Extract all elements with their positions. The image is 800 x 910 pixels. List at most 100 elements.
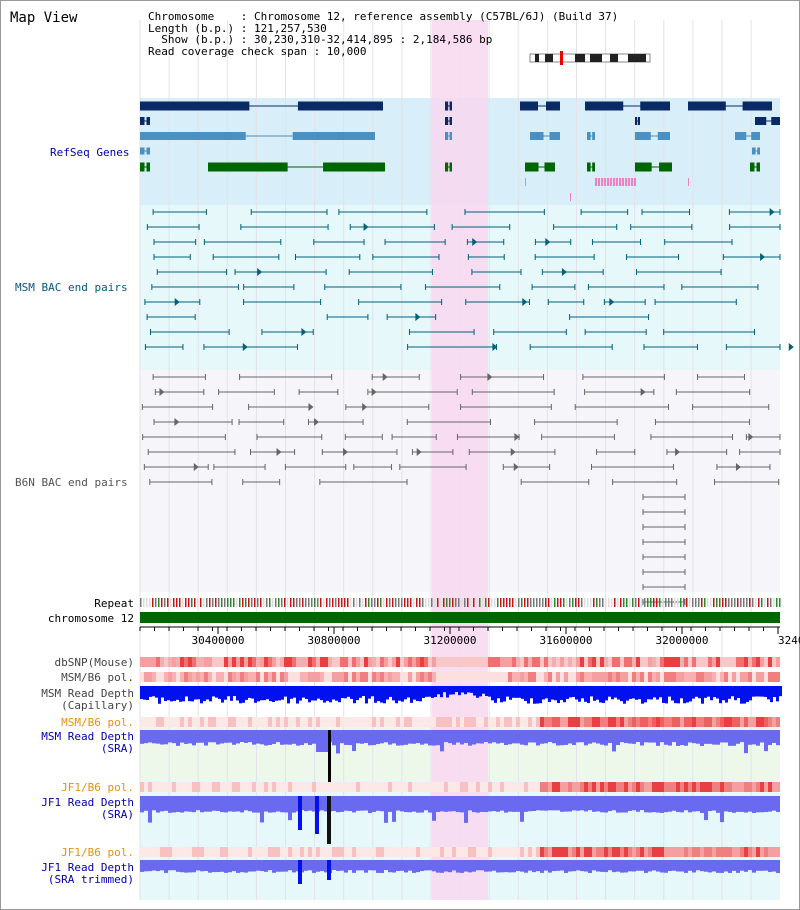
depth-bar-jf1-trimmed bbox=[512, 860, 516, 873]
depth-bar-jf1-trimmed bbox=[720, 860, 724, 873]
heat-cell bbox=[208, 782, 212, 792]
heat-cell bbox=[352, 672, 356, 682]
track-label-b6n-bac[interactable]: B6N BAC end pairs bbox=[15, 476, 128, 489]
heat-cell bbox=[668, 672, 672, 682]
depth-bar-jf1 bbox=[364, 796, 368, 811]
track-label-msm-depth-capillary[interactable]: MSM Read Depth (Capillary) bbox=[41, 688, 134, 712]
heat-cell bbox=[752, 657, 756, 667]
heat-cell bbox=[436, 672, 440, 682]
repeat-element bbox=[623, 598, 625, 607]
track-label-dbsnp[interactable]: dbSNP(Mouse) bbox=[54, 656, 134, 669]
depth-bar-jf1-trimmed bbox=[184, 860, 188, 873]
heat-cell bbox=[612, 657, 616, 667]
depth-bar-sra bbox=[276, 730, 280, 743]
gene-exon bbox=[140, 101, 250, 111]
repeat-element bbox=[245, 598, 247, 607]
depth-bar-sra bbox=[688, 730, 692, 743]
heat-cell bbox=[572, 847, 576, 857]
depth-bar-jf1-trimmed bbox=[468, 860, 472, 873]
heat-cell bbox=[596, 657, 600, 667]
depth-bar-jf1 bbox=[156, 796, 160, 813]
gene-exon bbox=[756, 162, 760, 172]
track-label-jf1-depth[interactable]: JF1 Read Depth (SRA) bbox=[41, 797, 134, 821]
repeat-element bbox=[599, 598, 601, 607]
axis-tick-label: 31600000 bbox=[540, 634, 593, 647]
heat-cell bbox=[440, 672, 444, 682]
track-label-jf1-pol-2[interactable]: JF1/B6 pol. bbox=[61, 846, 134, 859]
depth-bar-capillary bbox=[764, 686, 767, 697]
heat-cell bbox=[428, 672, 432, 682]
heat-cell bbox=[676, 657, 680, 667]
heat-cell bbox=[156, 657, 160, 667]
depth-bar-jf1-trimmed bbox=[760, 860, 764, 871]
heat-cell bbox=[456, 717, 460, 727]
track-label-jf1-pol[interactable]: JF1/B6 pol. bbox=[61, 781, 134, 794]
depth-bar-capillary bbox=[170, 686, 173, 702]
depth-bar-jf1 bbox=[424, 796, 428, 811]
depth-bar-jf1 bbox=[308, 796, 312, 811]
heat-cell bbox=[336, 717, 340, 727]
heat-cell bbox=[380, 672, 384, 682]
depth-bar-sra bbox=[264, 730, 268, 746]
refseq-variant-mark bbox=[619, 178, 621, 186]
track-label-refseq[interactable]: RefSeq Genes bbox=[50, 146, 130, 159]
heat-cell bbox=[216, 782, 220, 792]
heat-cell bbox=[776, 847, 780, 857]
heat-cell bbox=[488, 782, 492, 792]
heat-cell bbox=[536, 847, 540, 857]
track-label-jf1-depth-trimmed[interactable]: JF1 Read Depth (SRA trimmed) bbox=[41, 862, 134, 886]
depth-bar-sra bbox=[196, 730, 200, 743]
heat-cell bbox=[756, 717, 760, 727]
repeat-element bbox=[524, 598, 526, 607]
repeat-element bbox=[305, 598, 307, 607]
depth-bar-sra bbox=[212, 730, 216, 743]
depth-bar-capillary bbox=[362, 686, 365, 697]
track-label-msm-depth-sra[interactable]: MSM Read Depth (SRA) bbox=[41, 731, 134, 755]
track-label-msm-b6-pol[interactable]: MSM/B6 pol. bbox=[61, 671, 134, 684]
depth-bar-capillary bbox=[620, 686, 623, 702]
heat-cell bbox=[616, 782, 620, 792]
depth-bar-jf1-trimmed bbox=[644, 860, 648, 873]
heat-cell bbox=[216, 847, 220, 857]
repeat-element bbox=[290, 598, 292, 607]
heat-cell bbox=[272, 847, 276, 857]
heat-cell bbox=[272, 672, 276, 682]
heat-cell bbox=[580, 657, 584, 667]
heat-cell bbox=[748, 717, 752, 727]
heat-cell bbox=[308, 847, 312, 857]
repeat-element bbox=[557, 598, 559, 607]
heat-cell bbox=[676, 782, 680, 792]
heat-cell bbox=[568, 672, 572, 682]
depth-bar-jf1-trimmed bbox=[380, 860, 384, 873]
repeat-element bbox=[275, 598, 277, 607]
depth-bar-jf1-trimmed bbox=[676, 860, 680, 872]
repeat-element bbox=[581, 598, 583, 607]
heat-cell bbox=[220, 672, 224, 682]
depth-bar-sra bbox=[344, 730, 348, 745]
heat-cell bbox=[560, 782, 564, 792]
depth-bar-capillary bbox=[431, 686, 434, 698]
heat-cell bbox=[408, 672, 412, 682]
heat-cell bbox=[200, 717, 204, 727]
heat-cell bbox=[676, 847, 680, 857]
track-label-msm-b6-pol-2[interactable]: MSM/B6 pol. bbox=[61, 716, 134, 729]
heat-cell bbox=[240, 657, 244, 667]
heat-cell bbox=[368, 657, 372, 667]
heat-cell bbox=[376, 657, 380, 667]
heat-cell bbox=[280, 657, 284, 667]
heat-cell bbox=[200, 657, 204, 667]
heat-cell bbox=[420, 782, 424, 792]
depth-bar-sra bbox=[492, 730, 496, 743]
track-label-msm-bac[interactable]: MSM BAC end pairs bbox=[15, 281, 128, 294]
heat-cell bbox=[564, 717, 568, 727]
depth-bar-sra bbox=[680, 730, 684, 746]
depth-bar-sra bbox=[644, 730, 648, 743]
heat-cell bbox=[312, 847, 316, 857]
depth-bar-capillary bbox=[728, 686, 731, 699]
repeat-element bbox=[617, 598, 619, 607]
heat-cell bbox=[216, 657, 220, 667]
depth-bar-capillary bbox=[581, 686, 584, 699]
heat-cell bbox=[208, 672, 212, 682]
track-label-repeat[interactable]: Repeat bbox=[94, 597, 134, 610]
